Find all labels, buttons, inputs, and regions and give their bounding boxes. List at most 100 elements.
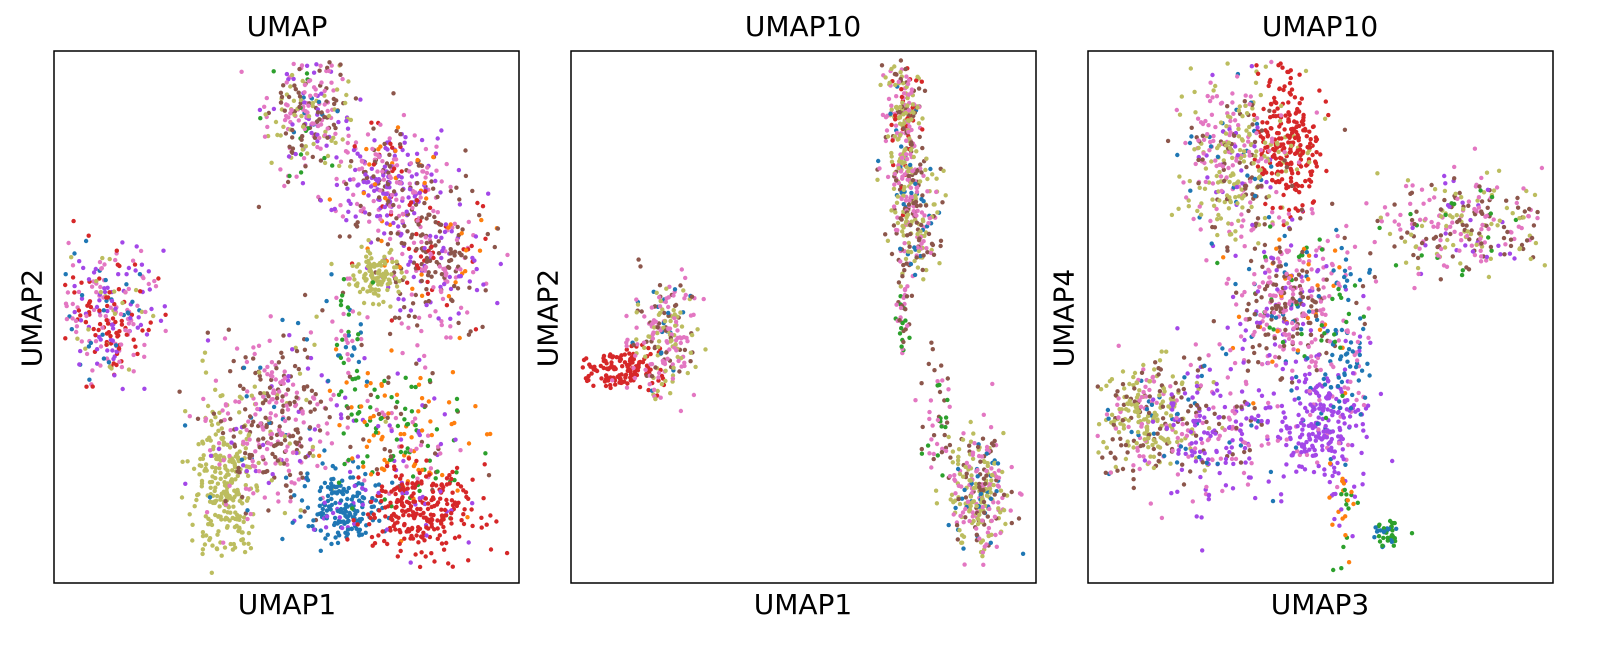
scatter-point — [287, 144, 292, 149]
scatter-point — [1539, 165, 1545, 171]
scatter-point — [203, 370, 209, 375]
scatter-point — [1209, 159, 1214, 164]
scatter-point — [1224, 124, 1229, 129]
scatter-point — [1323, 99, 1329, 104]
scatter-point — [662, 310, 667, 316]
scatter-point — [219, 426, 224, 431]
scatter-point — [325, 431, 330, 436]
scatter-point — [277, 424, 282, 429]
scatter-point — [1366, 335, 1371, 340]
scatter-point — [896, 166, 901, 171]
scatter-point — [222, 417, 227, 423]
scatter-point — [964, 471, 969, 476]
scatter-point — [1392, 244, 1397, 249]
scatter-point — [449, 476, 454, 482]
scatter-point — [292, 363, 298, 369]
scatter-point — [383, 514, 388, 519]
scatter-point — [285, 179, 291, 185]
scatter-point — [655, 325, 660, 330]
scatter-point — [117, 329, 122, 334]
scatter-point — [987, 506, 992, 512]
scatter-point — [275, 491, 281, 496]
scatter-point — [352, 346, 357, 351]
scatter-point — [1246, 208, 1251, 214]
scatter-point — [1209, 241, 1214, 246]
scatter-point — [1289, 306, 1294, 311]
scatter-point — [638, 264, 643, 269]
scatter-point — [1221, 255, 1226, 260]
scatter-point — [884, 128, 890, 133]
scatter-point — [673, 338, 679, 343]
scatter-point — [1019, 492, 1024, 497]
scatter-point — [407, 169, 412, 174]
scatter-point — [1238, 155, 1244, 161]
scatter-point — [664, 286, 669, 291]
scatter-point — [441, 547, 447, 552]
scatter-point — [376, 424, 381, 429]
scatter-point — [1463, 243, 1468, 248]
scatter-point — [253, 412, 258, 417]
scatter-point — [889, 122, 894, 128]
scatter-point — [114, 248, 120, 253]
scatter-point — [664, 296, 669, 301]
scatter-point — [452, 249, 458, 254]
scatter-point — [1314, 368, 1320, 373]
scatter-point — [428, 419, 433, 424]
scatter-point — [377, 268, 382, 273]
scatter-point — [924, 267, 929, 273]
scatter-point — [261, 427, 266, 432]
scatter-point — [355, 337, 360, 342]
scatter-point — [418, 375, 423, 381]
scatter-point — [414, 151, 420, 156]
scatter-point — [981, 487, 986, 493]
scatter-point — [381, 467, 386, 472]
scatter-point — [319, 91, 324, 96]
scatter-point — [131, 337, 136, 342]
scatter-point — [1207, 148, 1212, 153]
scatter-point — [312, 342, 317, 347]
scatter-point — [1249, 63, 1255, 69]
scatter-point — [1445, 237, 1450, 243]
scatter-point — [393, 405, 399, 410]
scatter-point — [1265, 120, 1270, 125]
scatter-point — [988, 496, 994, 501]
scatter-point — [604, 366, 610, 371]
scatter-point — [219, 553, 224, 558]
scatter-point — [135, 351, 140, 357]
scatter-point — [1305, 315, 1311, 321]
scatter-point — [327, 60, 332, 65]
scatter-point — [1429, 182, 1434, 188]
scatter-point — [663, 378, 668, 384]
scatter-point — [904, 138, 909, 143]
scatter-point — [1247, 102, 1252, 107]
scatter-point — [1286, 110, 1291, 115]
scatter-point — [439, 179, 444, 184]
scatter-point — [377, 154, 382, 160]
scatter-point — [286, 154, 292, 159]
scatter-point — [656, 321, 662, 326]
scatter-point — [84, 351, 90, 357]
scatter-point — [213, 469, 218, 474]
scatter-point — [1289, 143, 1294, 148]
scatter-point — [273, 413, 278, 418]
scatter-point — [222, 336, 228, 341]
scatter-point — [243, 407, 248, 412]
scatter-point — [1278, 162, 1284, 167]
scatter-point — [1202, 160, 1207, 166]
scatter-point — [908, 162, 913, 168]
scatter-point — [634, 297, 639, 302]
scatter-point — [1252, 193, 1258, 199]
scatter-point — [423, 515, 428, 520]
scatter-point — [1298, 164, 1304, 169]
scatter-point — [1274, 268, 1279, 273]
scatter-point — [1373, 279, 1379, 284]
scatter-point — [1291, 347, 1296, 352]
scatter-point — [668, 391, 673, 396]
scatter-point — [110, 316, 116, 321]
scatter-point — [402, 140, 407, 145]
scatter-point — [350, 338, 355, 344]
scatter-point — [1225, 245, 1230, 250]
scatter-point — [221, 540, 226, 545]
scatter-point — [277, 389, 282, 394]
scatter-point — [1225, 114, 1231, 119]
